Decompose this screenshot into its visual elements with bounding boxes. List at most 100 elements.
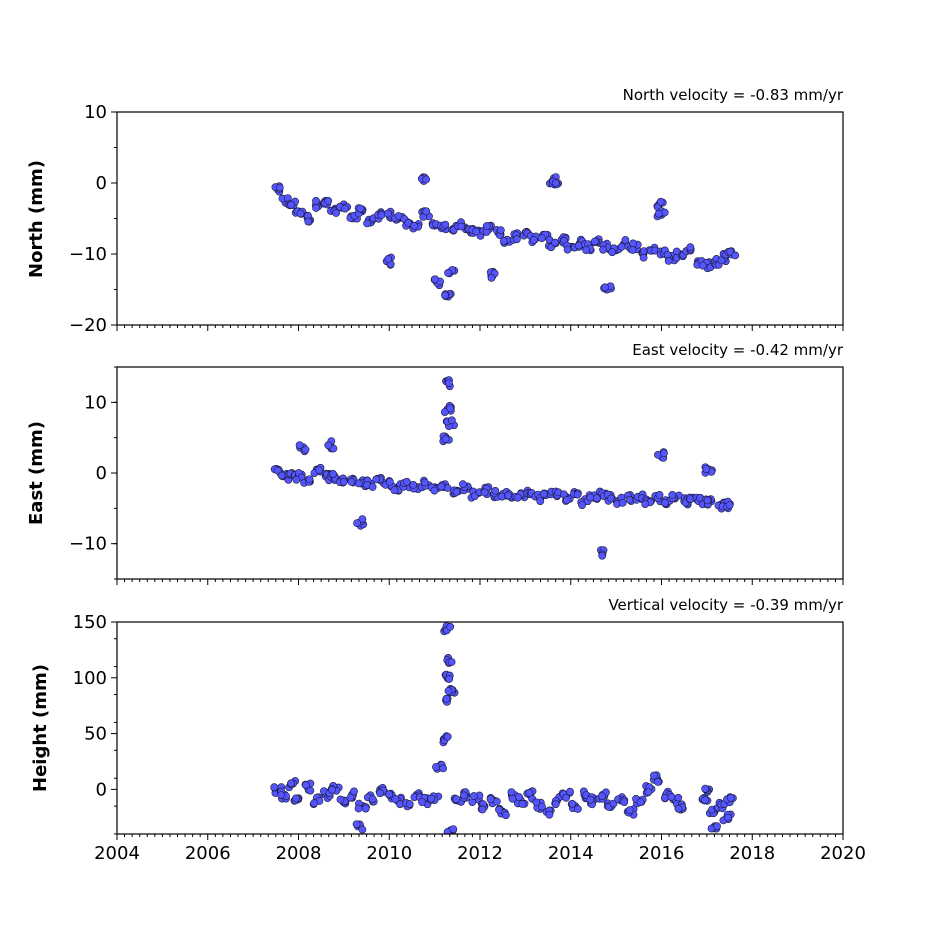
y-tick-label: 0 xyxy=(96,779,107,800)
north-data-point xyxy=(617,242,626,251)
north-data-point xyxy=(275,183,284,192)
east-data-point xyxy=(504,491,513,500)
north-data-point xyxy=(698,261,707,270)
east-velocity-title: East velocity = -0.42 mm/yr xyxy=(632,341,844,359)
north-data-point xyxy=(312,196,320,205)
height-data-point xyxy=(713,822,721,831)
height-data-point xyxy=(674,804,683,813)
east-data-point xyxy=(347,477,356,486)
height-data-point xyxy=(654,778,662,786)
height-data-point xyxy=(501,811,510,820)
east-data-point xyxy=(540,489,548,498)
east-data-point xyxy=(573,490,582,499)
north-panel: North velocity = -0.83 mm/yr North (mm) … xyxy=(26,86,844,336)
north-data-point xyxy=(590,237,599,246)
height-data-point xyxy=(449,825,458,833)
east-data-point xyxy=(315,466,323,474)
east-data-point xyxy=(329,469,337,478)
height-data-point xyxy=(495,805,503,814)
north-data-point xyxy=(629,239,637,248)
height-data-point xyxy=(376,789,384,798)
vertical-velocity-title: Vertical velocity = -0.39 mm/yr xyxy=(608,596,843,614)
height-data-point xyxy=(566,787,574,796)
north-y-axis-label: North (mm) xyxy=(26,160,47,278)
height-data-point xyxy=(469,792,478,800)
height-data-point xyxy=(350,787,358,796)
height-y-axis-label: Height (mm) xyxy=(30,664,51,792)
east-data-point xyxy=(586,493,595,502)
east-data-point xyxy=(458,480,467,489)
height-data-point xyxy=(427,794,436,803)
height-data-point xyxy=(442,694,451,703)
height-data-point xyxy=(701,784,710,793)
north-data-point xyxy=(599,245,607,254)
east-markers xyxy=(270,376,734,560)
north-data-point xyxy=(601,283,609,292)
height-data-point xyxy=(525,789,534,797)
north-data-point xyxy=(422,207,431,216)
y-tick-label: −20 xyxy=(69,315,107,336)
north-data-point xyxy=(444,268,452,277)
height-data-point xyxy=(661,794,669,802)
height-data-point xyxy=(667,792,676,801)
north-data-point xyxy=(441,220,450,229)
height-data-point xyxy=(277,791,285,799)
east-data-point xyxy=(358,515,367,523)
height-data-point xyxy=(625,806,634,814)
height-data-point xyxy=(478,805,487,814)
height-data-point xyxy=(551,800,560,809)
north-data-point xyxy=(356,204,365,213)
x-tick-label: 2010 xyxy=(366,843,412,864)
east-data-point xyxy=(444,379,453,387)
east-panel: East velocity = -0.42 mm/yr East (mm) 10… xyxy=(26,341,844,585)
y-tick-label: 50 xyxy=(84,724,107,745)
north-data-point xyxy=(431,275,439,284)
north-velocity-title: North velocity = -0.83 mm/yr xyxy=(623,86,844,104)
height-data-point xyxy=(270,783,279,792)
height-data-point xyxy=(310,799,318,808)
east-data-point xyxy=(703,496,712,505)
x-tick-label: 2004 xyxy=(94,843,140,864)
x-tick-label: 2014 xyxy=(548,843,594,864)
y-tick-label: −10 xyxy=(69,244,107,265)
east-data-point xyxy=(686,495,695,503)
height-data-point xyxy=(328,785,336,794)
height-data-point xyxy=(507,788,516,796)
north-data-point xyxy=(457,222,466,231)
north-data-point xyxy=(608,248,617,257)
height-data-point xyxy=(586,795,595,804)
east-data-point xyxy=(437,482,446,491)
east-data-point xyxy=(452,487,461,496)
height-data-point xyxy=(701,796,709,804)
east-data-point xyxy=(324,441,333,450)
height-data-point xyxy=(724,813,732,822)
north-data-point xyxy=(441,291,449,300)
east-data-point xyxy=(402,477,411,486)
east-data-point xyxy=(536,497,545,505)
east-data-point xyxy=(562,496,571,504)
x-tick-label: 2020 xyxy=(820,843,866,864)
height-data-point xyxy=(287,779,295,788)
height-data-point xyxy=(336,795,345,804)
y-tick-label: 10 xyxy=(84,102,107,123)
height-data-point xyxy=(292,794,300,803)
east-data-point xyxy=(446,404,454,413)
east-data-point xyxy=(305,475,314,484)
height-data-point xyxy=(636,798,645,807)
east-data-point xyxy=(295,441,304,449)
y-tick-label: 150 xyxy=(73,612,107,633)
north-data-point xyxy=(296,209,305,218)
x-tick-label: 2012 xyxy=(457,843,503,864)
north-data-point xyxy=(422,175,430,184)
east-data-point xyxy=(430,486,439,495)
north-data-point xyxy=(324,196,333,205)
north-data-point xyxy=(410,221,419,230)
height-data-point xyxy=(574,805,582,813)
height-data-point xyxy=(460,791,468,800)
height-data-point xyxy=(515,793,523,801)
height-data-point xyxy=(391,795,400,803)
height-data-point xyxy=(432,763,440,771)
east-data-point xyxy=(661,498,669,507)
